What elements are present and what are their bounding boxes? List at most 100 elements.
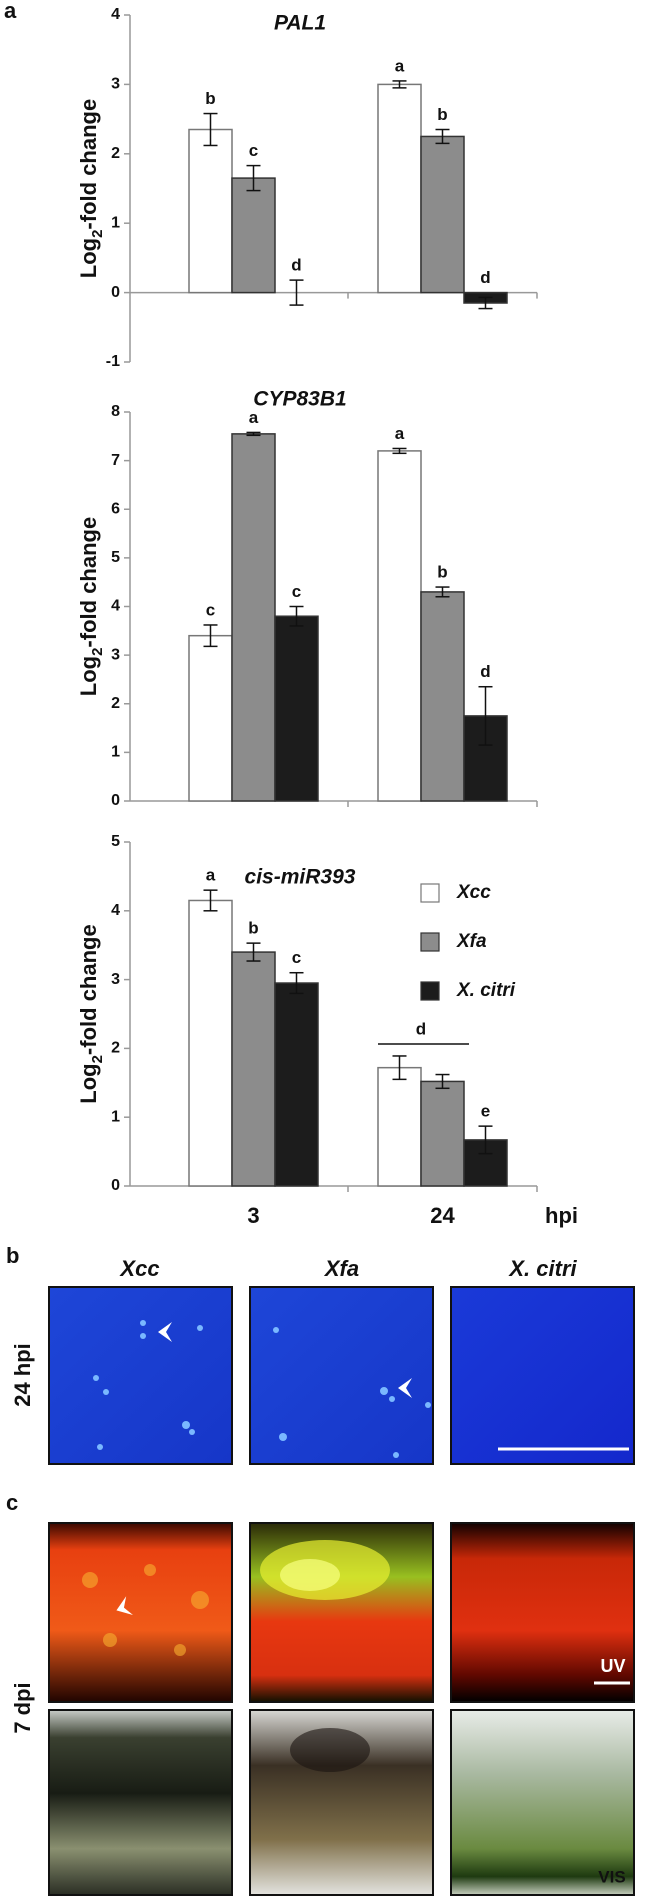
significance-letter: b (437, 105, 447, 124)
micrograph: VIS (450, 1709, 635, 1896)
y-tick-label: 0 (111, 284, 120, 301)
chart-title: CYP83B1 (253, 388, 346, 411)
y-tick-label: 1 (111, 1108, 120, 1125)
column-label: Xfa (323, 1256, 359, 1281)
bar (274, 615, 319, 802)
error-bar (435, 1073, 450, 1090)
y-axis-label-part: Log (76, 238, 101, 278)
significance-letter: c (206, 600, 215, 619)
micrograph (48, 1286, 233, 1465)
y-tick-label: 1 (111, 744, 120, 761)
column-label: Xcc (118, 1256, 159, 1281)
y-tick-label: 2 (111, 695, 120, 712)
row-label: 7 dpi (10, 1682, 35, 1733)
y-tick-label: 1 (111, 214, 120, 231)
y-tick-label: -1 (106, 353, 120, 370)
significance-letter: b (248, 919, 258, 938)
significance-letter: d (480, 662, 490, 681)
significance-letter: a (249, 408, 259, 427)
error-bar (289, 279, 304, 306)
y-axis-label-part: Log (76, 1063, 101, 1103)
significance-letter: a (395, 56, 405, 75)
significance-letter: a (206, 866, 216, 885)
y-axis-label: Log2-fold change (76, 517, 107, 696)
legend-label: Xcc (456, 882, 491, 903)
error-bar (289, 971, 304, 995)
error-bar (392, 447, 407, 455)
column-label: X. citri (507, 1256, 577, 1281)
y-tick-label: 7 (111, 452, 120, 469)
y-tick-label: 6 (111, 500, 120, 517)
bar (420, 1080, 465, 1187)
y-axis-label: Log2-fold change (76, 99, 107, 278)
significance-letter: c (292, 948, 301, 967)
error-bar (392, 80, 407, 89)
y-axis-label-part: 2 (89, 648, 106, 656)
x-tick-label: 3 (247, 1203, 259, 1228)
row-label: 24 hpi (10, 1343, 35, 1407)
significance-letter: d (291, 256, 301, 275)
bar (274, 982, 319, 1187)
significance-letter: d (480, 268, 490, 287)
bar (231, 177, 276, 294)
micrograph: UV (450, 1522, 635, 1703)
image-label: VIS (598, 1867, 625, 1886)
significance-letter: d (416, 1019, 426, 1038)
error-bar (203, 624, 218, 648)
y-axis-label-part: -fold change (76, 99, 101, 230)
micrograph (249, 1522, 434, 1703)
y-tick-label: 4 (111, 902, 120, 919)
y-tick-label: 5 (111, 549, 120, 566)
legend-label: X. citri (456, 980, 516, 1001)
y-tick-label: 4 (111, 598, 120, 615)
error-bar (203, 889, 218, 912)
bar (231, 951, 276, 1187)
y-axis-label-part: -fold change (76, 517, 101, 648)
bar (377, 83, 422, 294)
error-bar (246, 164, 261, 192)
bar (188, 899, 233, 1187)
y-tick-label: 2 (111, 1040, 120, 1057)
y-axis-label-part: 2 (89, 1055, 106, 1063)
y-axis-label-part: 2 (89, 230, 106, 238)
significance-letter: b (437, 563, 447, 582)
y-tick-label: 0 (111, 1177, 120, 1194)
error-bar (478, 296, 493, 310)
chart-title: cis-miR393 (245, 866, 356, 889)
error-bar (435, 128, 450, 145)
bar (420, 591, 465, 802)
y-tick-label: 3 (111, 76, 120, 93)
micrograph (249, 1286, 434, 1465)
micrograph (249, 1709, 434, 1896)
panel-label: a (4, 0, 17, 23)
bar (420, 135, 465, 294)
y-tick-label: 3 (111, 971, 120, 988)
error-bar (435, 586, 450, 598)
error-bar (478, 1125, 493, 1155)
y-tick-label: 2 (111, 145, 120, 162)
error-bar (246, 942, 261, 962)
chart-title: PAL1 (274, 12, 326, 35)
significance-letter: b (205, 89, 215, 108)
error-bar (392, 1055, 407, 1081)
image-label: UV (600, 1656, 625, 1676)
y-tick-label: 0 (111, 792, 120, 809)
x-axis-label: hpi (545, 1203, 578, 1228)
legend-label: Xfa (456, 931, 487, 952)
y-tick-label: 4 (111, 6, 120, 23)
panel-label: c (6, 1490, 18, 1515)
legend-swatch (420, 932, 440, 952)
error-bar (478, 685, 493, 746)
micrograph (450, 1286, 635, 1465)
bar (188, 634, 233, 802)
y-tick-label: 5 (111, 833, 120, 850)
y-axis-label-part: -fold change (76, 924, 101, 1055)
bar (377, 1066, 422, 1187)
legend-swatch (420, 981, 440, 1001)
significance-letter: c (249, 141, 258, 160)
